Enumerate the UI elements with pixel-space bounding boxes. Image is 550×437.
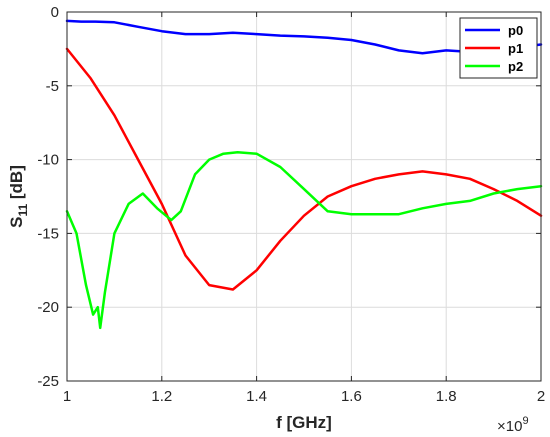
- tick-marks: [66, 11, 542, 382]
- x-tick-label: 2: [537, 388, 545, 405]
- x-axis-label: f [GHz]: [276, 413, 332, 432]
- y-tick-label: -15: [37, 225, 59, 242]
- x-axis-multiplier-base: ×10: [497, 418, 522, 435]
- y-axis-label: S11 [dB]: [7, 165, 30, 228]
- y-axis-label-subscript: 11: [16, 204, 30, 217]
- series-line-p1: [65, 47, 543, 291]
- y-axis-label-main: S: [7, 217, 26, 228]
- legend-label-p2: p2: [508, 59, 523, 74]
- series-line-p2: [65, 150, 543, 330]
- x-axis-multiplier-exponent: 9: [522, 415, 528, 427]
- series-line-p0: [65, 19, 543, 55]
- x-tick-label: 1.4: [246, 388, 267, 405]
- y-tick-label: -20: [37, 299, 59, 316]
- legend-label-p1: p1: [508, 41, 523, 56]
- y-tick-label: -10: [37, 152, 59, 169]
- x-tick-labels: 1 1.2 1.4 1.6 1.8 2: [63, 388, 545, 405]
- x-tick-label: 1: [63, 388, 71, 405]
- x-tick-label: 1.8: [436, 388, 457, 405]
- axes-box: [66, 11, 542, 382]
- legend: p0 p1 p2: [459, 17, 538, 79]
- plot-area: [65, 19, 543, 330]
- y-tick-label: -5: [46, 78, 59, 95]
- y-tick-labels: 0 -5 -10 -15 -20 -25: [37, 4, 59, 390]
- x-tick-label: 1.2: [151, 388, 172, 405]
- x-axis-multiplier: ×109: [497, 415, 529, 435]
- y-axis-label-unit: [dB]: [7, 165, 26, 204]
- y-tick-label: 0: [51, 4, 59, 21]
- legend-label-p0: p0: [508, 23, 523, 38]
- y-tick-label: -25: [37, 373, 59, 390]
- x-tick-label: 1.6: [341, 388, 362, 405]
